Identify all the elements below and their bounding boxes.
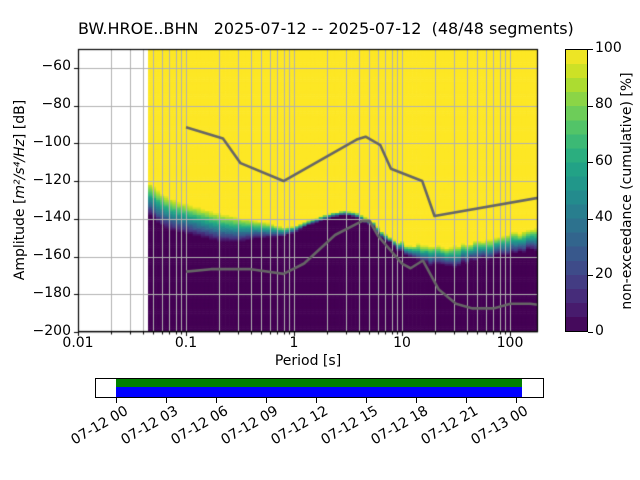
- colorbar-tick: [588, 275, 593, 276]
- y-tick-label: −200: [32, 322, 71, 339]
- timeline-tick: [265, 398, 267, 403]
- x-axis-label: Period [s]: [274, 353, 342, 369]
- y-tick-label: −100: [32, 133, 71, 150]
- timeline-tick: [465, 398, 467, 403]
- timeline-data-availability-bar: [115, 387, 522, 397]
- timeline-tick: [415, 398, 417, 403]
- x-tick-label: 100: [496, 335, 524, 351]
- timeline-availability-box: [95, 378, 544, 398]
- colorbar-tick: [588, 49, 593, 50]
- colorbar-tick: [588, 219, 593, 220]
- colorbar-tick: [588, 106, 593, 107]
- y-tick-label: −80: [41, 96, 71, 113]
- timeline-tick: [215, 398, 217, 403]
- timeline-ppsd-coverage-bar: [115, 379, 522, 387]
- x-tick-label: 1: [289, 335, 299, 351]
- timeline-tick: [315, 398, 317, 403]
- y-tick-label: −180: [32, 284, 71, 301]
- colorbar: [565, 49, 588, 332]
- timeline-tick: [115, 398, 117, 403]
- y-tick-label: −140: [32, 209, 71, 226]
- colorbar-tick-label: 60: [595, 152, 613, 169]
- y-tick-label: −160: [32, 247, 71, 264]
- colorbar-tick: [588, 162, 593, 163]
- x-tick-label: 0.01: [62, 335, 94, 351]
- colorbar-tick-label: 40: [595, 209, 613, 226]
- timeline-tick: [365, 398, 367, 403]
- colorbar-label: non-exceedance (cumulative) [%]: [619, 72, 635, 310]
- colorbar-tick-label: 0: [595, 322, 604, 339]
- y-tick-label: −120: [32, 171, 71, 188]
- colorbar-tick-label: 100: [595, 39, 622, 56]
- colorbar-tick: [588, 332, 593, 333]
- colorbar-tick-label: 20: [595, 265, 613, 282]
- timeline-tick: [165, 398, 167, 403]
- colorbar-tick-label: 80: [595, 96, 613, 113]
- figure-title: BW.HROE..BHN 2025-07-12 -- 2025-07-12 (4…: [78, 19, 574, 38]
- timeline-tick: [515, 398, 517, 403]
- x-tick-label: 10: [393, 335, 411, 351]
- x-tick-label: 0.1: [174, 335, 198, 351]
- y-tick-label: −60: [41, 58, 71, 75]
